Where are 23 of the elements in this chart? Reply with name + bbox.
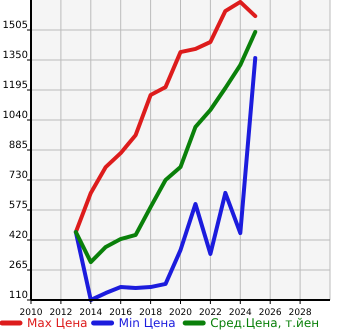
y-tick-label: 885 [8, 140, 28, 151]
legend-label: Сред.Цена, т.йен [210, 316, 320, 330]
y-tick-label: 1195 [2, 80, 28, 91]
x-tick-label: 2020 [169, 308, 192, 318]
x-tick-label: 2018 [139, 308, 162, 318]
y-tick-label: 1505 [2, 20, 28, 31]
y-tick-label: 265 [8, 260, 28, 271]
legend-label: Max Цена [27, 316, 88, 330]
y-tick-label: 1350 [2, 50, 28, 61]
y-tick-label: 420 [8, 230, 28, 241]
y-tick-label: 1040 [2, 110, 28, 121]
x-tick-label: 2022 [198, 308, 222, 318]
y-tick-label: 110 [8, 290, 28, 301]
y-tick-label: 730 [8, 170, 28, 181]
x-tick-label: 2010 [20, 308, 43, 318]
x-tick-label: 2014 [79, 308, 103, 318]
y-tick-label: 575 [8, 200, 28, 211]
x-tick-label: 2026 [258, 308, 282, 318]
x-tick-label: 2016 [109, 308, 132, 318]
x-tick-label: 2024 [228, 308, 252, 318]
legend-label: Min Цена [118, 316, 176, 330]
x-tick-label: 2012 [49, 308, 72, 318]
x-tick-label: 2028 [288, 308, 312, 318]
